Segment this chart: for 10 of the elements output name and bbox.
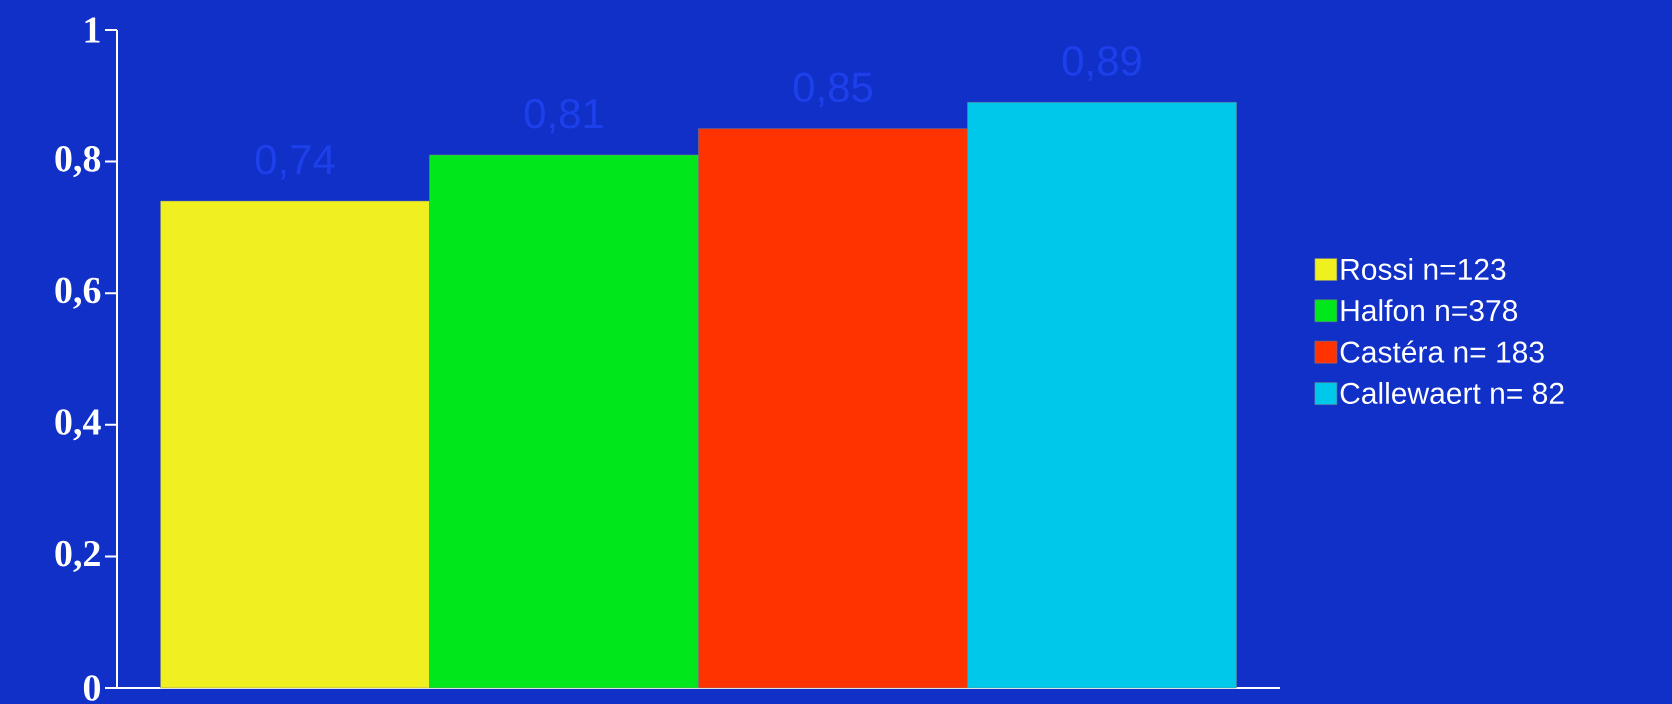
y-tick-label: 0,8 xyxy=(55,146,101,178)
legend-label: Castéra n= 183 xyxy=(1340,340,1544,363)
legend-label: Halfon n=378 xyxy=(1341,299,1518,322)
y-tick-label: 0,2 xyxy=(55,540,100,572)
legend-label: Rossi n=123 xyxy=(1341,257,1506,280)
y-tick-label: 1 xyxy=(85,17,100,43)
y-tick-label: 0,4 xyxy=(55,409,101,441)
legend-label: Callewaert n= 82 xyxy=(1340,381,1564,405)
y-tick-label: 0,6 xyxy=(55,277,101,309)
y-tick-label: 0 xyxy=(83,675,101,701)
